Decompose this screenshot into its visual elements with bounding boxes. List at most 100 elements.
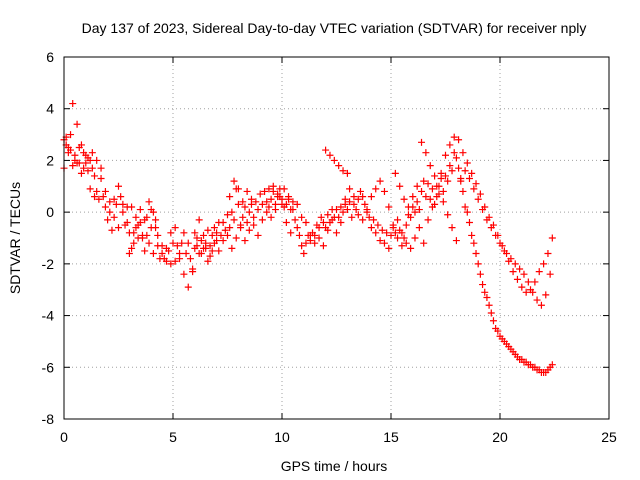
data-point-secondary-track: [446, 141, 454, 149]
data-point-secondary-track: [319, 242, 327, 250]
y-tick-label: 0: [46, 204, 54, 220]
data-point-main-track: [178, 239, 186, 247]
data-point-secondary-track: [546, 270, 554, 278]
data-point-main-track: [184, 239, 192, 247]
data-point-secondary-track: [533, 296, 541, 304]
data-point-third-track: [444, 211, 452, 219]
data-point-third-track: [548, 234, 556, 242]
data-point-secondary-track: [424, 216, 432, 224]
data-point-main-track: [97, 175, 105, 183]
x-axis-label: GPS time / hours: [281, 458, 388, 474]
data-point-third-track: [522, 288, 530, 296]
data-point-main-track: [245, 208, 253, 216]
data-point-main-track: [468, 231, 476, 239]
data-point-main-track: [265, 203, 273, 211]
data-point-secondary-track: [285, 195, 293, 203]
data-point-main-track: [106, 198, 114, 206]
data-point-secondary-track: [106, 208, 114, 216]
data-point-secondary-track: [267, 213, 275, 221]
data-point-secondary-track: [154, 231, 162, 239]
data-point-secondary-track: [193, 242, 201, 250]
data-point-main-track: [385, 244, 393, 252]
data-point-third-track: [479, 206, 487, 214]
data-point-main-track: [204, 226, 212, 234]
data-point-third-track: [461, 167, 469, 175]
data-point-secondary-track: [359, 216, 367, 224]
data-point-secondary-track: [180, 270, 188, 278]
data-point-third-track: [544, 250, 552, 258]
data-point-secondary-track: [254, 231, 262, 239]
data-point-secondary-track: [437, 169, 445, 177]
data-point-secondary-track: [258, 216, 266, 224]
data-point-secondary-track: [241, 237, 249, 245]
data-point-main-track: [485, 301, 493, 309]
data-point-third-track: [535, 268, 543, 276]
data-point-main-track: [444, 177, 452, 185]
data-point-main-track: [319, 218, 327, 226]
data-point-third-track: [492, 231, 500, 239]
data-point-main-track: [352, 206, 360, 214]
data-point-main-track: [69, 100, 77, 108]
data-point-main-track: [415, 206, 423, 214]
data-point-secondary-track: [215, 247, 223, 255]
data-point-third-track: [431, 172, 439, 180]
data-point-main-track: [376, 237, 384, 245]
data-point-secondary-track: [228, 244, 236, 252]
data-point-secondary-track: [394, 234, 402, 242]
x-tick-label: 5: [169, 429, 177, 445]
data-point-main-track: [387, 231, 395, 239]
data-point-main-track: [450, 149, 458, 157]
data-point-main-track: [110, 213, 118, 221]
data-point-secondary-track: [115, 182, 122, 190]
y-tick-label: -8: [42, 411, 55, 427]
data-point-main-track: [208, 231, 216, 239]
data-point-third-track: [77, 141, 85, 149]
data-point-secondary-track: [306, 231, 314, 239]
data-point-main-track: [489, 317, 497, 325]
data-point-main-track: [494, 327, 502, 335]
data-point-main-track: [169, 239, 177, 247]
data-point-main-track: [224, 211, 231, 219]
data-point-main-track: [346, 198, 354, 206]
data-point-secondary-track: [455, 136, 463, 144]
data-point-third-track: [343, 169, 351, 177]
data-point-third-track: [73, 120, 81, 128]
data-point-main-track: [448, 167, 456, 175]
data-point-secondary-track: [110, 195, 118, 203]
data-point-secondary-track: [542, 291, 550, 299]
data-point-third-track: [64, 149, 72, 157]
data-point-third-track: [200, 244, 208, 252]
data-point-main-track: [295, 231, 303, 239]
data-point-secondary-track: [367, 193, 375, 201]
data-point-secondary-track: [315, 234, 323, 242]
data-point-secondary-track: [171, 257, 179, 265]
data-point-secondary-track: [271, 206, 279, 214]
data-point-main-track: [407, 213, 415, 221]
data-point-secondary-track: [219, 237, 227, 245]
data-point-main-track: [254, 206, 262, 214]
data-point-main-track: [99, 193, 107, 201]
data-point-third-track: [195, 216, 203, 224]
data-point-secondary-track: [250, 221, 258, 229]
data-point-main-track: [243, 218, 251, 226]
data-point-main-track: [101, 203, 109, 211]
data-point-secondary-track: [224, 231, 231, 239]
data-point-main-track: [112, 200, 120, 208]
data-point-secondary-track: [468, 169, 476, 177]
data-point-main-track: [252, 198, 260, 206]
data-point-secondary-track: [328, 216, 336, 224]
data-point-main-track: [206, 242, 214, 250]
data-point-main-track: [372, 229, 380, 237]
data-point-third-track: [391, 169, 399, 177]
data-point-secondary-track: [442, 151, 449, 159]
plot-frame: [63, 56, 610, 420]
data-point-main-track: [221, 226, 229, 234]
data-point-third-track: [265, 185, 273, 193]
data-point-main-track: [339, 208, 347, 216]
data-point-secondary-track: [237, 224, 245, 232]
data-point-third-track: [204, 257, 212, 265]
data-point-third-track: [143, 213, 151, 221]
data-point-main-track: [348, 213, 356, 221]
data-point-third-track: [213, 237, 221, 245]
